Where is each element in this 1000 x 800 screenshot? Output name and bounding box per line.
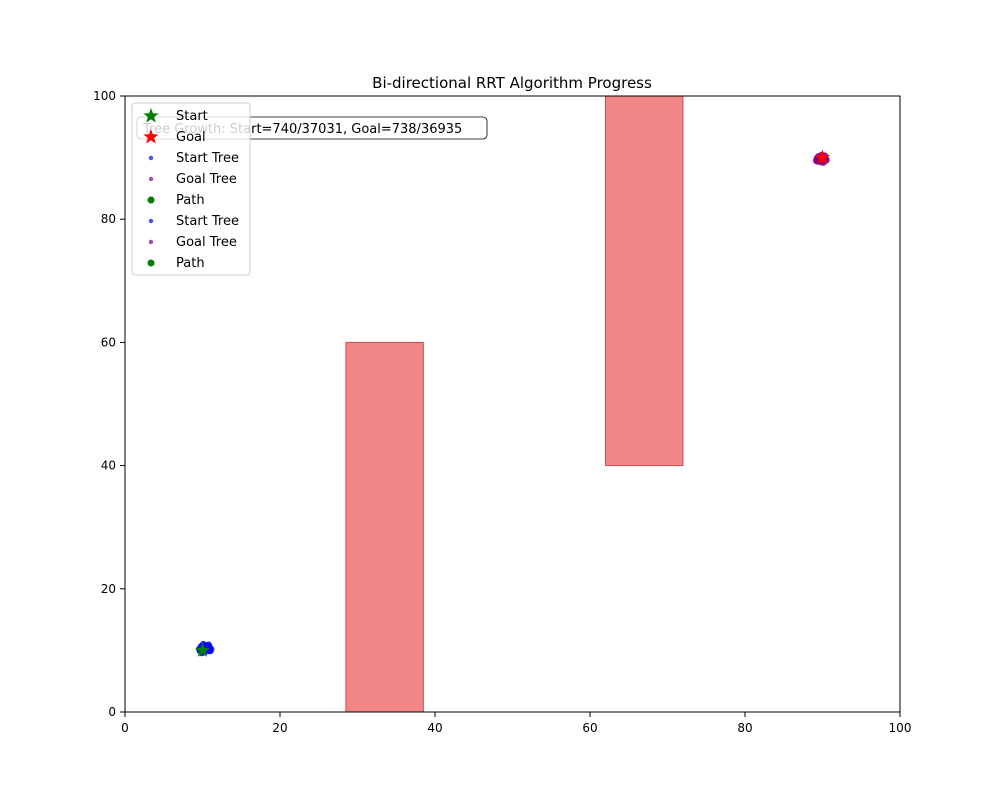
legend-frame [131,102,251,276]
legend-label: Path [176,256,205,271]
x-tick-label: 0 [121,721,129,735]
legend-point-icon [148,239,154,245]
legend-circle-icon [147,259,155,267]
legend-circle-icon [147,196,155,204]
plot-frame [124,95,901,713]
y-axis: 0 20 40 60 80 100 [93,89,125,719]
legend-entry: Goal Tree [148,172,237,187]
legend-star-icon [143,129,159,144]
start-marker [194,642,211,657]
goal-marker [814,149,831,165]
x-axis: 0 20 40 60 80 100 [121,712,911,735]
legend-entry: Start Tree [148,151,239,166]
x-tick-label: 40 [427,721,442,735]
legend-point-icon [148,155,154,161]
y-tick-label: 20 [101,582,116,596]
y-tick-label: 80 [101,212,116,226]
legend-entry: Goal [143,129,206,145]
legend-label: Start Tree [176,151,239,166]
legend-label: Goal Tree [176,235,237,250]
y-tick-label: 40 [101,459,116,473]
legend-point-icon [148,176,154,182]
legend-label: Path [176,193,205,208]
y-tick-label: 60 [101,335,116,349]
legend-label: Goal Tree [176,172,237,187]
legend-star-icon [143,108,159,123]
x-tick-label: 60 [582,721,597,735]
obstacle-2 [605,95,684,467]
legend-entry: Start [143,108,208,124]
legend-entry: Start Tree [148,214,239,229]
obstacles-layer [345,95,684,713]
legend-point-icon [148,218,154,224]
legend-label: Start Tree [176,214,239,229]
plot-background [125,96,900,712]
plot-area [125,96,900,712]
legend-label: Goal [176,130,206,145]
legend: Start Goal Start Tree Goal Tree Path Start Tr… [131,102,251,276]
y-tick-label: 100 [93,89,116,103]
x-tick-label: 100 [889,721,912,735]
x-tick-label: 20 [272,721,287,735]
chart-title: Bi-directional RRT Algorithm Progress [372,74,652,92]
markers-layer [194,149,831,657]
y-tick-label: 0 [108,705,116,719]
obstacle-1 [345,341,424,713]
legend-label: Start [176,109,208,124]
legend-entry: Goal Tree [148,235,237,250]
legend-entry: Path [147,193,205,208]
x-tick-label: 80 [737,721,752,735]
legend-entry: Path [147,256,205,271]
